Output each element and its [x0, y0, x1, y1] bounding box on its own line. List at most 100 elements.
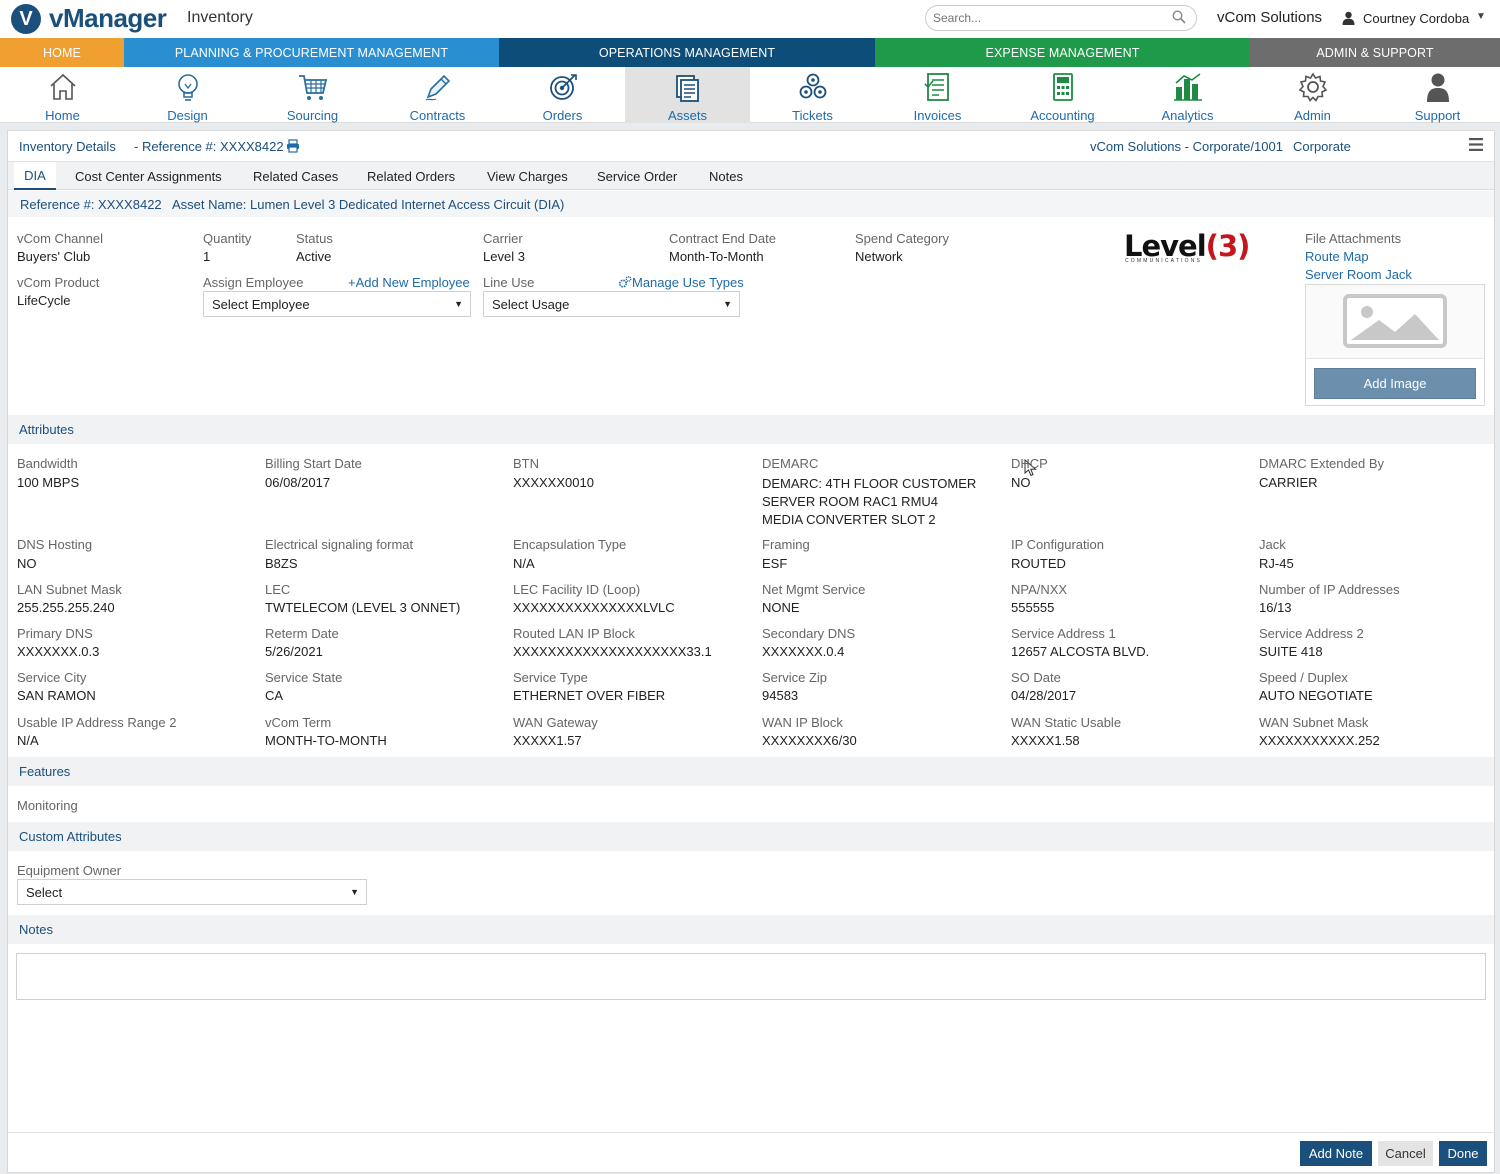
spend-category-value: Network [855, 249, 903, 264]
attr-label: IP Configuration [1011, 537, 1104, 552]
features-section-header: Features [8, 757, 1494, 786]
attr-value: ESF [762, 556, 788, 571]
module-analytics[interactable]: Analytics [1125, 67, 1250, 123]
spend-category-label: Spend Category [855, 231, 949, 246]
file-link-server-room-jack[interactable]: Server Room Jack [1305, 267, 1412, 282]
attr-value: B8ZS [265, 556, 298, 571]
module-contracts[interactable]: Contracts [375, 67, 500, 123]
detail-tabs: DIA Cost Center Assignments Related Case… [8, 162, 1494, 190]
module-accounting[interactable]: Accounting [1000, 67, 1125, 123]
module-design[interactable]: Design [125, 67, 250, 123]
panel-location-name[interactable]: Corporate [1293, 139, 1351, 154]
attr-label: Encapsulation Type [513, 537, 627, 552]
attr-label: Framing [762, 537, 810, 552]
usage-select[interactable]: Select Usage ▼ [483, 291, 740, 317]
nav-expense-management[interactable]: EXPENSE MANAGEMENT [875, 38, 1250, 67]
attr-label: Net Mgmt Service [762, 582, 866, 597]
print-icon[interactable] [286, 139, 300, 153]
line-use-label: Line Use [483, 275, 535, 290]
add-image-button[interactable]: Add Image [1314, 368, 1476, 399]
attr-label: Billing Start Date [265, 456, 362, 471]
panel-reference: - Reference #: XXXX8422 [134, 139, 284, 154]
tab-related-cases[interactable]: Related Cases [253, 168, 339, 184]
tab-cost-center-assignments[interactable]: Cost Center Assignments [75, 168, 222, 184]
module-orders[interactable]: Orders [500, 67, 625, 123]
hamburger-menu-icon[interactable] [1469, 138, 1483, 151]
tab-view-charges[interactable]: View Charges [487, 168, 568, 184]
module-label: Contracts [409, 108, 466, 123]
module-label: Home [45, 108, 80, 123]
attr-value: 255.255.255.240 [17, 600, 115, 615]
attr-label: NPA/NXX [1011, 582, 1068, 597]
module-support[interactable]: Support [1375, 67, 1500, 123]
module-label: Analytics [1161, 108, 1214, 123]
module-sourcing[interactable]: Sourcing [250, 67, 375, 123]
module-invoices[interactable]: Invoices [875, 67, 1000, 123]
attr-value: 06/08/2017 [265, 475, 331, 490]
file-link-route-map[interactable]: Route Map [1305, 249, 1369, 264]
attr-label: Secondary DNS [762, 626, 856, 641]
search-input[interactable] [925, 5, 1197, 31]
manage-use-types-link[interactable]: Manage Use Types [618, 275, 744, 290]
tab-dia[interactable]: DIA [14, 162, 56, 190]
logo-subtitle: COMMUNICATIONS [1125, 258, 1203, 264]
module-tickets[interactable]: Tickets [750, 67, 875, 123]
attr-label: WAN Static Usable [1011, 715, 1122, 730]
user-icon[interactable] [1342, 11, 1355, 25]
user-menu-caret-icon[interactable]: ▼ [1476, 11, 1486, 22]
vcom-channel-label: vCom Channel [17, 231, 103, 246]
attr-label: LAN Subnet Mask [17, 582, 122, 597]
tab-notes[interactable]: Notes [709, 168, 743, 184]
attr-label: SO Date [1011, 670, 1061, 685]
attr-value: XXXXXXX.0.3 [17, 644, 100, 659]
attr-value: 100 MBPS [17, 475, 80, 490]
equipment-owner-select[interactable]: Select ▼ [17, 879, 367, 905]
attr-value: XXXXXXXXXXXXXXXXXXXX33.1 [513, 644, 712, 659]
asset-reference-line: Reference #: XXXX8422 Asset Name: Lumen … [8, 191, 1494, 217]
vmanager-logo-icon[interactable]: V [11, 4, 41, 34]
add-new-employee-link[interactable]: +Add New Employee [348, 275, 470, 290]
attr-value: RJ-45 [1259, 556, 1294, 571]
pen-icon [425, 74, 450, 101]
custom-attributes-title: Custom Attributes [19, 829, 122, 844]
attr-value: XXXXXXXXXXX.252 [1259, 733, 1380, 748]
add-note-button[interactable]: Add Note [1300, 1141, 1372, 1166]
attr-value: NONE [762, 600, 800, 615]
nav-admin-support[interactable]: ADMIN & SUPPORT [1250, 38, 1500, 67]
attr-label: Routed LAN IP Block [513, 626, 635, 641]
attr-label: Jack [1259, 537, 1286, 552]
contract-end-date-label: Contract End Date [669, 231, 776, 246]
notes-textarea[interactable] [16, 953, 1486, 1000]
module-title: Inventory [187, 9, 253, 26]
features-title: Features [19, 764, 71, 779]
module-label: Orders [542, 108, 583, 123]
attr-value: 16/13 [1259, 600, 1292, 615]
attr-value: N/A [17, 733, 39, 748]
chevron-down-icon: ▼ [454, 299, 463, 309]
cancel-button[interactable]: Cancel [1378, 1141, 1433, 1166]
done-button[interactable]: Done [1439, 1141, 1487, 1166]
module-assets[interactable]: Assets [625, 67, 750, 123]
search-icon[interactable] [1172, 10, 1186, 24]
attr-label: DEMARC [762, 456, 819, 471]
user-name[interactable]: Courtney Cordoba [1363, 11, 1470, 26]
module-home[interactable]: Home [0, 67, 125, 123]
quantity-label: Quantity [203, 231, 252, 246]
module-admin[interactable]: Admin [1250, 67, 1375, 123]
tab-related-orders[interactable]: Related Orders [367, 168, 456, 184]
employee-select[interactable]: Select Employee ▼ [203, 291, 471, 317]
panel-location[interactable]: vCom Solutions - Corporate/1001 [1090, 139, 1283, 154]
module-label: Assets [667, 108, 707, 123]
calculator-icon [1052, 73, 1073, 101]
app-title[interactable]: vManager [49, 3, 167, 33]
tab-service-order[interactable]: Service Order [597, 168, 678, 184]
nav-planning-procurement[interactable]: PLANNING & PROCUREMENT MANAGEMENT [124, 38, 499, 67]
nav-home[interactable]: HOME [0, 38, 124, 67]
vcom-channel-value: Buyers' Club [17, 249, 91, 264]
attr-value: AUTO NEGOTIATE [1259, 688, 1373, 703]
attr-label: Number of IP Addresses [1259, 582, 1400, 597]
attr-value: XXXXXXX.0.4 [762, 644, 845, 659]
analytics-icon [1173, 73, 1202, 101]
nav-operations-management[interactable]: OPERATIONS MANAGEMENT [499, 38, 875, 67]
attributes-section-header: Attributes [8, 415, 1494, 444]
